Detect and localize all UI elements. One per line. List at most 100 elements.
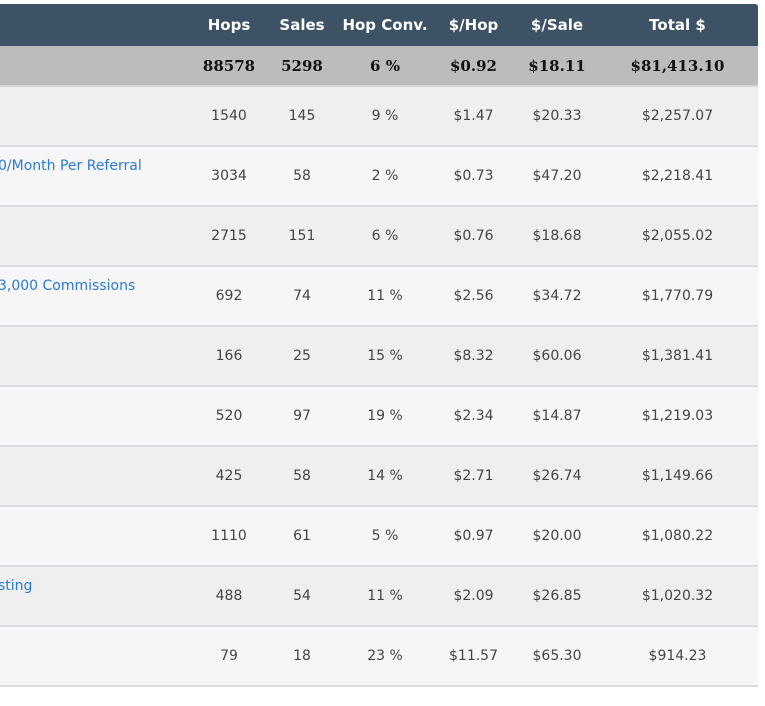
cell-per-hop: $2.34 (430, 386, 517, 447)
cell-total: $1,020.32 (597, 566, 758, 627)
table-row: 0/Month Per Referral 3034 58 2 % $0.73 $47.20… (0, 146, 758, 207)
cell-product-name (0, 446, 194, 507)
cell-per-hop: $0.73 (430, 146, 517, 207)
table-header: Hops Sales Hop Conv. $/Hop $/Sale Total … (0, 4, 758, 46)
cell-per-hop: $0.97 (430, 506, 517, 567)
cell-hops: 692 (194, 266, 264, 327)
cell-total: $2,257.07 (597, 86, 758, 147)
cell-per-sale: $20.00 (517, 506, 597, 567)
cell-product-name: sting (0, 566, 194, 627)
product-link[interactable]: sting (0, 578, 33, 594)
cell-hops: 1540 (194, 86, 264, 147)
table-row: 3,000 Commissions 692 74 11 % $2.56 $34.72 $1,… (0, 266, 758, 327)
cell-per-hop: $11.57 (430, 626, 517, 687)
cell-total: $2,218.41 (597, 146, 758, 207)
product-link[interactable]: 3,000 Commissions (0, 278, 136, 294)
cell-product-name (0, 86, 194, 147)
cell-hop-conv: 23 % (340, 626, 430, 687)
cell-hop-conv: 19 % (340, 386, 430, 447)
cell-sales: 61 (264, 506, 340, 567)
table-row: 520 97 19 % $2.34 $14.87 $1,219.03 (0, 386, 758, 447)
cell-sales: 151 (264, 206, 340, 267)
totals-label-cell (0, 46, 194, 87)
cell-total: $1,219.03 (597, 386, 758, 447)
product-link[interactable]: 0/Month Per Referral (0, 158, 142, 174)
column-header-per-hop[interactable]: $/Hop (448, 16, 499, 34)
cell-per-sale: $14.87 (517, 386, 597, 447)
totals-hops: 88578 (194, 46, 264, 87)
cell-per-hop: $2.71 (430, 446, 517, 507)
cell-product-name (0, 206, 194, 267)
totals-sales: 5298 (264, 46, 340, 87)
cell-product-name (0, 626, 194, 687)
cell-sales: 58 (264, 446, 340, 507)
cell-per-sale: $47.20 (517, 146, 597, 207)
cell-sales: 74 (264, 266, 340, 327)
cell-per-sale: $60.06 (517, 326, 597, 387)
cell-hops: 79 (194, 626, 264, 687)
header-row: Hops Sales Hop Conv. $/Hop $/Sale Total … (0, 4, 758, 46)
table-row: sting 488 54 11 % $2.09 $26.85 $1,020.32 (0, 566, 758, 627)
column-header-name[interactable] (0, 4, 194, 46)
cell-product-name (0, 326, 194, 387)
cell-sales: 58 (264, 146, 340, 207)
cell-hop-conv: 2 % (340, 146, 430, 207)
cell-sales: 145 (264, 86, 340, 147)
cell-per-hop: $1.47 (430, 86, 517, 147)
cell-hop-conv: 5 % (340, 506, 430, 567)
cell-sales: 97 (264, 386, 340, 447)
cell-per-sale: $20.33 (517, 86, 597, 147)
cell-product-name: 0/Month Per Referral (0, 146, 194, 207)
table-body: 88578 5298 6 % $0.92 $18.11 $81,413.10 1… (0, 46, 758, 687)
cell-per-sale: $65.30 (517, 626, 597, 687)
table-row: 166 25 15 % $8.32 $60.06 $1,381.41 (0, 326, 758, 387)
cell-hop-conv: 11 % (340, 566, 430, 627)
cell-per-hop: $2.09 (430, 566, 517, 627)
cell-total: $2,055.02 (597, 206, 758, 267)
cell-per-sale: $34.72 (517, 266, 597, 327)
totals-row: 88578 5298 6 % $0.92 $18.11 $81,413.10 (0, 46, 758, 87)
cell-per-hop: $2.56 (430, 266, 517, 327)
cell-hops: 2715 (194, 206, 264, 267)
cell-total: $914.23 (597, 626, 758, 687)
table-row: 1110 61 5 % $0.97 $20.00 $1,080.22 (0, 506, 758, 567)
cell-total: $1,381.41 (597, 326, 758, 387)
table-row: 425 58 14 % $2.71 $26.74 $1,149.66 (0, 446, 758, 507)
cell-per-sale: $26.85 (517, 566, 597, 627)
cell-product-name: 3,000 Commissions (0, 266, 194, 327)
cell-hop-conv: 15 % (340, 326, 430, 387)
totals-per-hop: $0.92 (430, 46, 517, 87)
cell-per-sale: $18.68 (517, 206, 597, 267)
cell-hop-conv: 11 % (340, 266, 430, 327)
affiliate-stats-table: Hops Sales Hop Conv. $/Hop $/Sale Total … (0, 4, 758, 687)
cell-hops: 425 (194, 446, 264, 507)
table-row: 2715 151 6 % $0.76 $18.68 $2,055.02 (0, 206, 758, 267)
cell-sales: 25 (264, 326, 340, 387)
cell-hop-conv: 6 % (340, 206, 430, 267)
column-header-per-sale[interactable]: $/Sale (530, 16, 584, 34)
column-header-total[interactable]: Total $ (649, 16, 706, 34)
cell-per-hop: $8.32 (430, 326, 517, 387)
totals-total: $81,413.10 (597, 46, 758, 87)
cell-product-name (0, 386, 194, 447)
cell-hops: 3034 (194, 146, 264, 207)
totals-hop-conv: 6 % (340, 46, 430, 87)
cell-hops: 520 (194, 386, 264, 447)
cell-per-sale: $26.74 (517, 446, 597, 507)
cell-sales: 54 (264, 566, 340, 627)
cell-total: $1,080.22 (597, 506, 758, 567)
totals-per-sale: $18.11 (517, 46, 597, 87)
column-header-sales[interactable]: Sales (279, 16, 325, 34)
cell-hops: 488 (194, 566, 264, 627)
cell-hop-conv: 9 % (340, 86, 430, 147)
column-header-hops[interactable]: Hops (207, 16, 251, 34)
cell-hops: 166 (194, 326, 264, 387)
cell-total: $1,149.66 (597, 446, 758, 507)
cell-hops: 1110 (194, 506, 264, 567)
table-row: 79 18 23 % $11.57 $65.30 $914.23 (0, 626, 758, 687)
cell-product-name (0, 506, 194, 567)
cell-per-hop: $0.76 (430, 206, 517, 267)
cell-hop-conv: 14 % (340, 446, 430, 507)
cell-total: $1,770.79 (597, 266, 758, 327)
column-header-hop-conv[interactable]: Hop Conv. (342, 16, 428, 34)
